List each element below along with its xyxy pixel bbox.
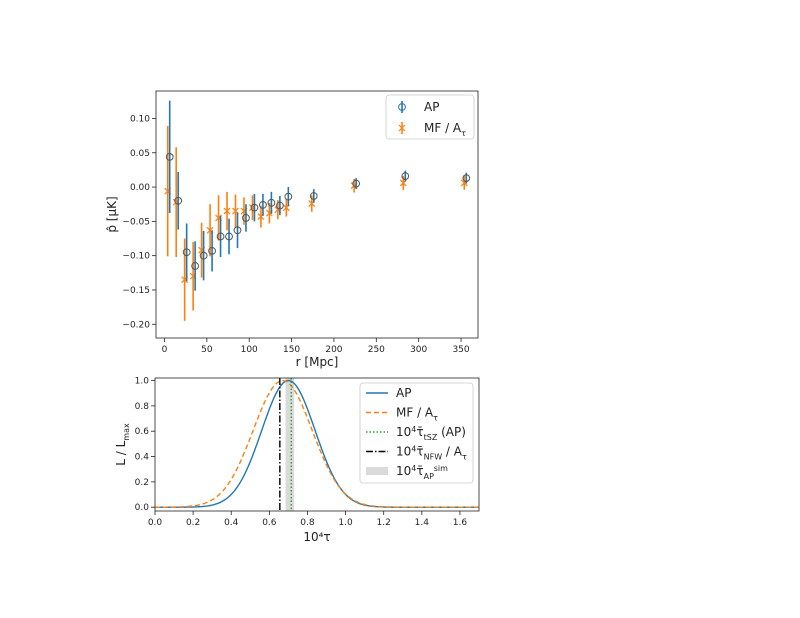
legend-swatch xyxy=(366,467,388,475)
data-point-circle xyxy=(284,192,293,201)
top-x-axis-label: r [Mpc] xyxy=(296,355,339,369)
data-point-circle xyxy=(401,172,410,180)
data-point-circle xyxy=(259,200,267,209)
x-tick-label: 1.2 xyxy=(377,518,391,528)
data-point-circle xyxy=(191,262,200,270)
y-tick-label: 0.6 xyxy=(135,427,150,437)
top-axis-ticks: 0 50 100 150 200 250 300 350 −0.20 −0.15 −0.10 −0.0… xyxy=(122,114,470,355)
data-point-circle xyxy=(182,248,191,257)
legend-label: 104τ̄NFW / Aτ xyxy=(396,445,467,462)
legend-label: 104τ̄APsim xyxy=(396,464,448,481)
legend-label: AP xyxy=(396,386,411,400)
y-tick-label: 0.00 xyxy=(130,183,150,193)
top-legend: AP MF / Aτ xyxy=(385,94,475,140)
x-tick-label: 250 xyxy=(368,345,385,355)
data-point-circle xyxy=(267,198,276,207)
x-tick-label: 300 xyxy=(410,345,427,355)
top-y-axis-label: p̂ [μK] xyxy=(105,196,119,232)
legend-label: 104τ̄tSZ (AP) xyxy=(396,425,466,442)
scatter-panel: 0 50 100 150 200 250 300 350 −0.20 −0.15 −0.10 −0.0… xyxy=(105,90,479,369)
data-point-circle xyxy=(233,226,242,235)
data-point-circle xyxy=(165,152,174,161)
x-tick-label: 200 xyxy=(325,345,342,355)
y-tick-label: −0.05 xyxy=(122,217,150,227)
x-tick-label: 0 xyxy=(162,345,168,355)
x-tick-label: 1.4 xyxy=(415,518,430,528)
likelihood-curve xyxy=(155,379,479,508)
top-plot-frame xyxy=(155,90,479,339)
data-point-circle xyxy=(174,196,183,205)
x-tick-label: 350 xyxy=(452,345,469,355)
bottom-y-axis-label: L / Lmax xyxy=(114,423,131,466)
data-point-circle xyxy=(462,174,471,183)
x-tick-label: 0.4 xyxy=(224,518,239,528)
x-tick-label: 0.8 xyxy=(300,518,315,528)
data-point-circle xyxy=(242,214,250,222)
legend-label: MF / Aτ xyxy=(424,121,466,138)
x-tick-label: 0.0 xyxy=(148,518,163,528)
data-point-circle xyxy=(216,232,225,241)
sim-band xyxy=(285,378,295,511)
legend-box xyxy=(359,382,474,484)
legend-label: MF / Aτ xyxy=(396,406,438,423)
data-point-circle xyxy=(309,192,318,200)
x-tick-label: 0.2 xyxy=(186,518,200,528)
data-point-circle xyxy=(352,179,361,188)
bottom-x-axis-label: 10⁴τ xyxy=(303,530,330,544)
data-point-circle xyxy=(199,251,208,260)
legend-box xyxy=(385,94,475,140)
bottom-legend: AP MF / Aτ 104τ̄tSZ (AP) 104τ̄NFW / Aτ 104τ̄… xyxy=(359,382,474,484)
y-tick-label: −0.15 xyxy=(122,286,150,296)
legend-marker xyxy=(398,124,406,132)
data-point-circle xyxy=(208,246,216,255)
y-tick-label: 0.4 xyxy=(135,453,150,463)
likelihood-panel: 0.0 0.2 0.4 0.6 0.8 1.0 1.2 1.4 1.6 0.0 0.2 0.4 0.6 0… xyxy=(114,377,480,544)
y-tick-label: 0.2 xyxy=(135,478,149,488)
y-tick-label: 0.8 xyxy=(135,402,150,412)
x-tick-label: 0.6 xyxy=(262,518,277,528)
y-tick-label: 0.10 xyxy=(130,114,150,124)
data-point-x xyxy=(223,207,231,215)
legend-marker xyxy=(398,103,406,111)
x-tick-label: 50 xyxy=(201,345,213,355)
legend-label: AP xyxy=(424,100,439,114)
scatter-marks xyxy=(164,100,471,321)
bottom-axis-ticks: 0.0 0.2 0.4 0.6 0.8 1.0 1.2 1.4 1.6 0.0 0.2 0.4 0.6 0… xyxy=(135,377,468,528)
y-tick-label: 0.05 xyxy=(130,149,150,159)
y-tick-label: 0.0 xyxy=(135,503,150,513)
x-tick-label: 1.0 xyxy=(338,518,353,528)
data-point-circle xyxy=(275,201,284,210)
y-tick-label: −0.20 xyxy=(122,320,150,330)
data-point-circle xyxy=(250,203,259,212)
bottom-plot-frame xyxy=(154,377,480,512)
likelihood-marks xyxy=(155,378,479,511)
data-point-circle xyxy=(225,232,233,241)
likelihood-curve xyxy=(155,379,479,508)
y-tick-label: −0.10 xyxy=(122,252,150,262)
y-tick-label: 1.0 xyxy=(135,377,150,387)
x-tick-label: 100 xyxy=(241,345,258,355)
x-tick-label: 1.6 xyxy=(453,518,468,528)
x-tick-label: 150 xyxy=(283,345,300,355)
